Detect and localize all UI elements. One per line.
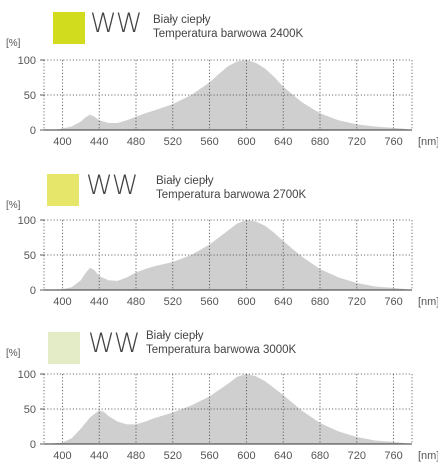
x-tick-label: 520 — [164, 296, 182, 308]
x-tick-label: 520 — [164, 450, 182, 462]
x-tick-label: 400 — [53, 296, 71, 308]
x-tick-label: 680 — [311, 450, 329, 462]
x-tick-label: 640 — [274, 296, 292, 308]
y-tick-label: 0 — [30, 439, 36, 451]
x-tick-label: 440 — [90, 296, 108, 308]
x-tick-label: 400 — [53, 450, 71, 462]
spectrum-chart: 0 50 100 400 440 480 520 560 600 640 680 720 760 [nm] — [18, 369, 438, 462]
x-tick-label: 600 — [237, 450, 255, 462]
x-tick-label: 760 — [384, 296, 402, 308]
x-tick-label: 600 — [237, 136, 255, 148]
color-swatch — [48, 332, 80, 364]
x-tick-label: 560 — [200, 296, 218, 308]
color-temperature: Temperatura barwowa 2700K — [156, 189, 307, 201]
x-unit-label: [nm] — [418, 450, 438, 462]
x-unit-label: [nm] — [418, 136, 438, 148]
spectrum-panel-3: WW Biały ciepły Temperatura barwowa 3000… — [0, 320, 438, 468]
x-tick-label: 680 — [311, 296, 329, 308]
x-tick-label: 680 — [311, 136, 329, 148]
x-tick-label: 440 — [90, 450, 108, 462]
y-tick-label: 50 — [24, 250, 36, 262]
x-unit-label: [nm] — [418, 296, 438, 308]
y-tick-label: 100 — [18, 215, 36, 227]
spectrum-panel-1: WW Biały ciepły Temperatura barwowa 2400… — [0, 0, 438, 148]
model-label: WW — [86, 170, 138, 201]
x-tick-label: 480 — [127, 296, 145, 308]
x-tick-label: 760 — [384, 450, 402, 462]
x-tick-label: 720 — [348, 296, 366, 308]
y-unit-label: [%] — [6, 38, 21, 49]
y-unit-label: [%] — [6, 200, 21, 211]
x-tick-label: 400 — [53, 136, 71, 148]
x-tick-label: 440 — [90, 136, 108, 148]
x-tick-label: 560 — [200, 450, 218, 462]
light-name: Biały ciepły — [153, 14, 211, 26]
y-tick-label: 50 — [24, 90, 36, 102]
x-tick-label: 600 — [237, 296, 255, 308]
y-tick-label: 50 — [24, 404, 36, 416]
light-name: Biały ciepły — [146, 330, 204, 342]
y-tick-label: 100 — [18, 369, 36, 381]
x-tick-label: 480 — [127, 450, 145, 462]
light-name: Biały ciepły — [156, 175, 214, 187]
model-label: WW — [88, 328, 140, 359]
x-tick-label: 720 — [348, 450, 366, 462]
x-tick-label: 640 — [274, 136, 292, 148]
y-tick-label: 100 — [18, 55, 36, 67]
x-tick-label: 520 — [164, 136, 182, 148]
y-unit-label: [%] — [6, 348, 21, 359]
color-temperature: Temperatura barwowa 3000K — [146, 344, 297, 356]
spectrum-area — [44, 374, 412, 444]
color-swatch — [53, 12, 85, 44]
spectrum-area — [44, 60, 412, 130]
x-tick-label: 560 — [200, 136, 218, 148]
x-tick-label: 760 — [384, 136, 402, 148]
spectrum-chart: 0 50 100 400 440 480 520 560 600 640 680 720 760 [nm] — [18, 55, 438, 148]
y-tick-label: 0 — [30, 285, 36, 297]
color-temperature: Temperatura barwowa 2400K — [153, 28, 304, 40]
x-tick-label: 640 — [274, 450, 292, 462]
color-swatch — [47, 174, 79, 206]
spectrum-panel-2: WW Biały ciepły Temperatura barwowa 2700… — [0, 160, 438, 308]
y-tick-label: 0 — [30, 125, 36, 137]
x-tick-label: 480 — [127, 136, 145, 148]
model-label: WW — [90, 8, 142, 39]
spectrum-chart: 0 50 100 400 440 480 520 560 600 640 680 720 760 [nm] — [18, 215, 438, 308]
x-tick-label: 720 — [348, 136, 366, 148]
spectrum-area — [44, 220, 412, 290]
